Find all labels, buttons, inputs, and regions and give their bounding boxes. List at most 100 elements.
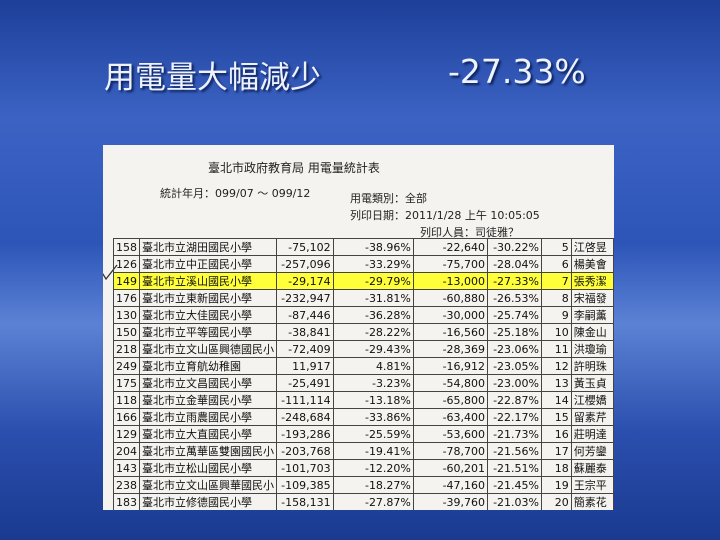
percent-change-2: -22.17%	[487, 408, 542, 426]
code: 129	[113, 425, 140, 443]
usage-change-2: -53,600	[412, 425, 489, 443]
table-row: 176 臺北市立東新國民小學 -232,947 -31.81% -60,880 -26.5…	[113, 289, 614, 307]
usage-change-1: -38,841	[276, 323, 334, 341]
rank: 15	[540, 408, 572, 426]
percent-change-2: -23.05%	[487, 357, 542, 375]
table-row: 126 臺北市立中正國民小學 -257,096 -33.29% -75,700 -28.0…	[113, 255, 614, 273]
table-row: 218 臺北市立文山區興德國民小 -72,409 -29.43% -28,369 -23.…	[113, 340, 614, 358]
percent-change-2: -25.18%	[487, 323, 542, 341]
percent-change-2: -25.74%	[487, 306, 542, 324]
usage-change-1: -87,446	[276, 306, 334, 324]
school: 臺北市立文昌國民小學	[139, 374, 277, 392]
usage-change-1: -158,131	[276, 493, 334, 510]
rank: 14	[540, 391, 572, 409]
table-row: 150 臺北市立平等國民小學 -38,841 -28.22% -16,560 -25.18…	[113, 323, 614, 341]
usage-change-1: -109,385	[276, 476, 334, 494]
principal: 江櫻嬌	[570, 391, 614, 409]
percent-change-2: -21.56%	[487, 442, 542, 460]
principal: 莊明達	[570, 425, 614, 443]
table-row: 175 臺北市立文昌國民小學 -25,491 -3.23% -54,800 -23.00%…	[113, 374, 614, 392]
usage-change-1: -248,684	[276, 408, 334, 426]
usage-change-1: -72,409	[276, 340, 334, 358]
percent-change-2: -21.03%	[487, 493, 542, 510]
table-row: 204 臺北市立萬華區雙園國民小 -203,768 -19.41% -78,700 -21…	[113, 442, 614, 460]
rank: 18	[540, 459, 572, 477]
principal: 李嗣薰	[570, 306, 614, 324]
usage-change-1: -25,491	[276, 374, 334, 392]
principal: 張秀潔	[570, 272, 614, 290]
code: 118	[113, 391, 140, 409]
code: 149	[113, 272, 140, 290]
table-row: 238 臺北市立文山區興華國民小 -109,385 -18.27% -47,160 -21…	[113, 476, 614, 494]
principal: 江啓昱	[570, 238, 614, 256]
principal: 王宗平	[570, 476, 614, 494]
school: 臺北市立雨農國民小學	[139, 408, 277, 426]
percent-change-1: -25.59%	[332, 425, 414, 443]
percent-change-1: -19.41%	[332, 442, 414, 460]
table-row: 183 臺北市立修德國民小學 -158,131 -27.87% -39,760 -21.0…	[113, 493, 614, 510]
principal: 何芳鑾	[570, 442, 614, 460]
doc-title: 臺北市政府教育局 用電量統計表	[208, 161, 380, 175]
usage-change-2: -63,400	[412, 408, 489, 426]
table-row: 143 臺北市立松山國民小學 -101,703 -12.20% -60,201 -21.5…	[113, 459, 614, 477]
percent-change-2: -21.45%	[487, 476, 542, 494]
table-row: 130 臺北市立大佳國民小學 -87,446 -36.28% -30,000 -25.74…	[113, 306, 614, 324]
percent-change-2: -23.00%	[487, 374, 542, 392]
table-row: 149 臺北市立溪山國民小學 -29,174 -29.79% -13,000 -27.33…	[113, 272, 614, 290]
usage-change-1: -75,102	[276, 238, 334, 256]
percent-change-2: -27.33%	[487, 272, 542, 290]
percent-change-1: -18.27%	[332, 476, 414, 494]
usage-change-2: -22,640	[412, 238, 489, 256]
table-row: 249 臺北市立育航幼稚園 11,917 4.81% -16,912 -23.05% 12 許…	[113, 357, 614, 375]
usage-change-2: -75,700	[412, 255, 489, 273]
principal: 陳金山	[570, 323, 614, 341]
code: 150	[113, 323, 140, 341]
usage-change-2: -60,201	[412, 459, 489, 477]
rank: 5	[540, 238, 572, 256]
doc-period: 統計年月：099/07 ～ 099/12	[160, 187, 311, 200]
principal: 蘇麗泰	[570, 459, 614, 477]
usage-change-2: -13,000	[412, 272, 489, 290]
code: 238	[113, 476, 140, 494]
rank: 13	[540, 374, 572, 392]
percent-change-1: -31.81%	[332, 289, 414, 307]
table-row: 129 臺北市立大直國民小學 -193,286 -25.59% -53,600 -21.7…	[113, 425, 614, 443]
rank: 17	[540, 442, 572, 460]
code: 183	[113, 493, 140, 510]
school: 臺北市立中正國民小學	[139, 255, 277, 273]
rank: 16	[540, 425, 572, 443]
table-row: 118 臺北市立金華國民小學 -111,114 -13.18% -65,800 -22.8…	[113, 391, 614, 409]
percent-change-2: -23.06%	[487, 340, 542, 358]
usage-change-1: -193,286	[276, 425, 334, 443]
usage-change-2: -65,800	[412, 391, 489, 409]
percent-change-1: -33.86%	[332, 408, 414, 426]
percent-change-2: -22.87%	[487, 391, 542, 409]
principal: 簡素花	[570, 493, 614, 510]
rank: 11	[540, 340, 572, 358]
principal: 留素芹	[570, 408, 614, 426]
percent-change-1: -38.96%	[332, 238, 414, 256]
percent-change-1: -33.29%	[332, 255, 414, 273]
school: 臺北市立萬華區雙園國民小	[139, 442, 277, 460]
percent-change-1: -27.87%	[332, 493, 414, 510]
usage-table: 158 臺北市立湖田國民小學 -75,102 -38.96% -22,640 -30.22…	[113, 238, 614, 510]
percent-change-1: -12.20%	[332, 459, 414, 477]
principal: 洪瓊瑜	[570, 340, 614, 358]
percent-change-1: -29.43%	[332, 340, 414, 358]
code: 204	[113, 442, 140, 460]
document-scan: 臺北市政府教育局 用電量統計表 統計年月：099/07 ～ 099/12 用電類…	[103, 145, 614, 510]
rank: 9	[540, 306, 572, 324]
usage-change-1: -29,174	[276, 272, 334, 290]
usage-change-1: -257,096	[276, 255, 334, 273]
usage-change-1: -232,947	[276, 289, 334, 307]
rank: 12	[540, 357, 572, 375]
percent-change-2: -30.22%	[487, 238, 542, 256]
usage-change-1: -203,768	[276, 442, 334, 460]
usage-change-2: -16,912	[412, 357, 489, 375]
school: 臺北市立修德國民小學	[139, 493, 277, 510]
school: 臺北市立東新國民小學	[139, 289, 277, 307]
doc-category: 用電類別：全部	[350, 192, 427, 205]
doc-printer: 列印人員：司徒雅？	[420, 226, 519, 239]
rank: 6	[540, 255, 572, 273]
